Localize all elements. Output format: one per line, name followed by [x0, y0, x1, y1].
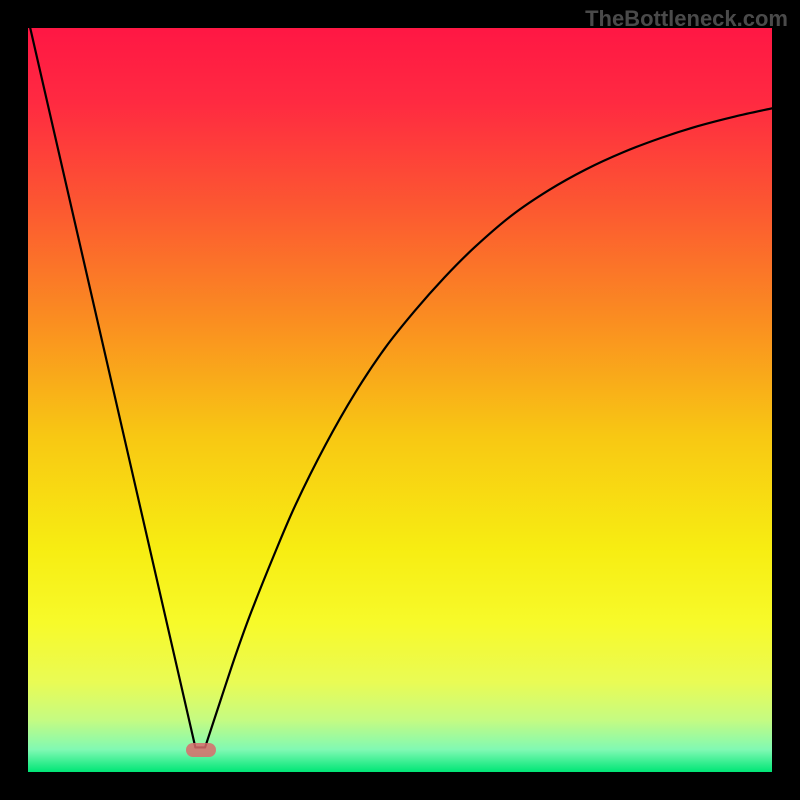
watermark-text: TheBottleneck.com [585, 6, 788, 32]
plot-area [28, 28, 772, 772]
gradient-background [28, 28, 772, 772]
tip-marker [186, 743, 216, 757]
chart-container: TheBottleneck.com [0, 0, 800, 800]
